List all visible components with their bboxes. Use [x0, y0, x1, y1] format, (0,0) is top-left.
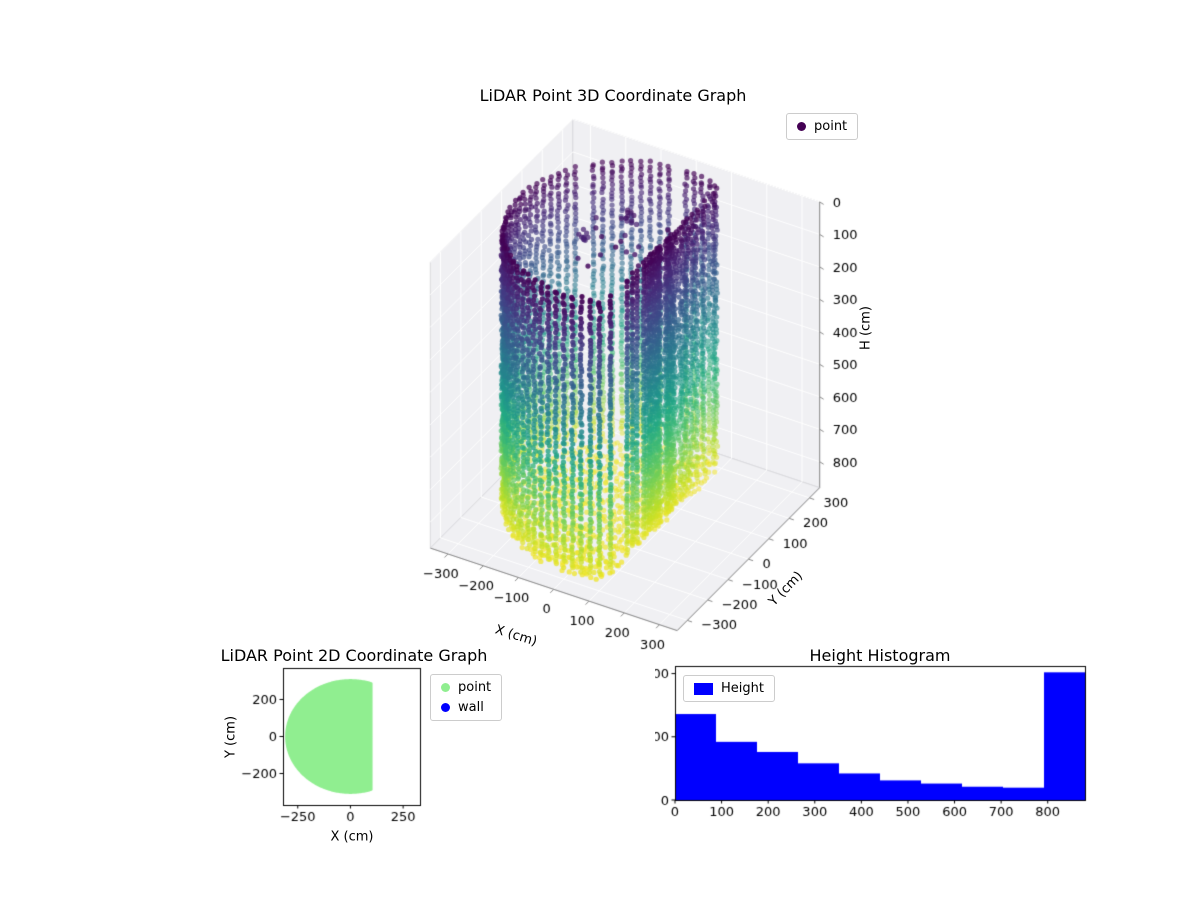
wall-marker-icon [441, 703, 450, 712]
legend-entry-point: point [441, 680, 491, 695]
plot2d-title: LiDAR Point 2D Coordinate Graph [220, 646, 488, 665]
plot2d-xaxis-label: X (cm) [330, 829, 374, 845]
point-marker-icon [441, 683, 450, 692]
plot3d-legend: point [786, 113, 859, 140]
plot3d-canvas [325, 100, 905, 675]
legend-entry-point: point [797, 119, 847, 134]
plot2d-legend: point wall [430, 674, 503, 721]
plot3d-zaxis-label: H (cm) [858, 306, 874, 350]
histogram-title: Height Histogram [809, 646, 951, 665]
legend-label: point [458, 680, 492, 695]
plot2d-yaxis-label: Y (cm) [223, 715, 239, 759]
legend-entry-wall: wall [441, 700, 491, 715]
legend-label: Height [721, 681, 764, 696]
plot2d-canvas [225, 655, 470, 850]
height-patch-icon [694, 682, 713, 695]
legend-label: point [814, 119, 848, 134]
plot3d-title: LiDAR Point 3D Coordinate Graph [479, 86, 747, 105]
histogram-legend: Height [683, 675, 775, 702]
legend-label: wall [458, 700, 484, 715]
legend-entry-height: Height [694, 681, 764, 696]
point-marker-icon [797, 122, 806, 131]
